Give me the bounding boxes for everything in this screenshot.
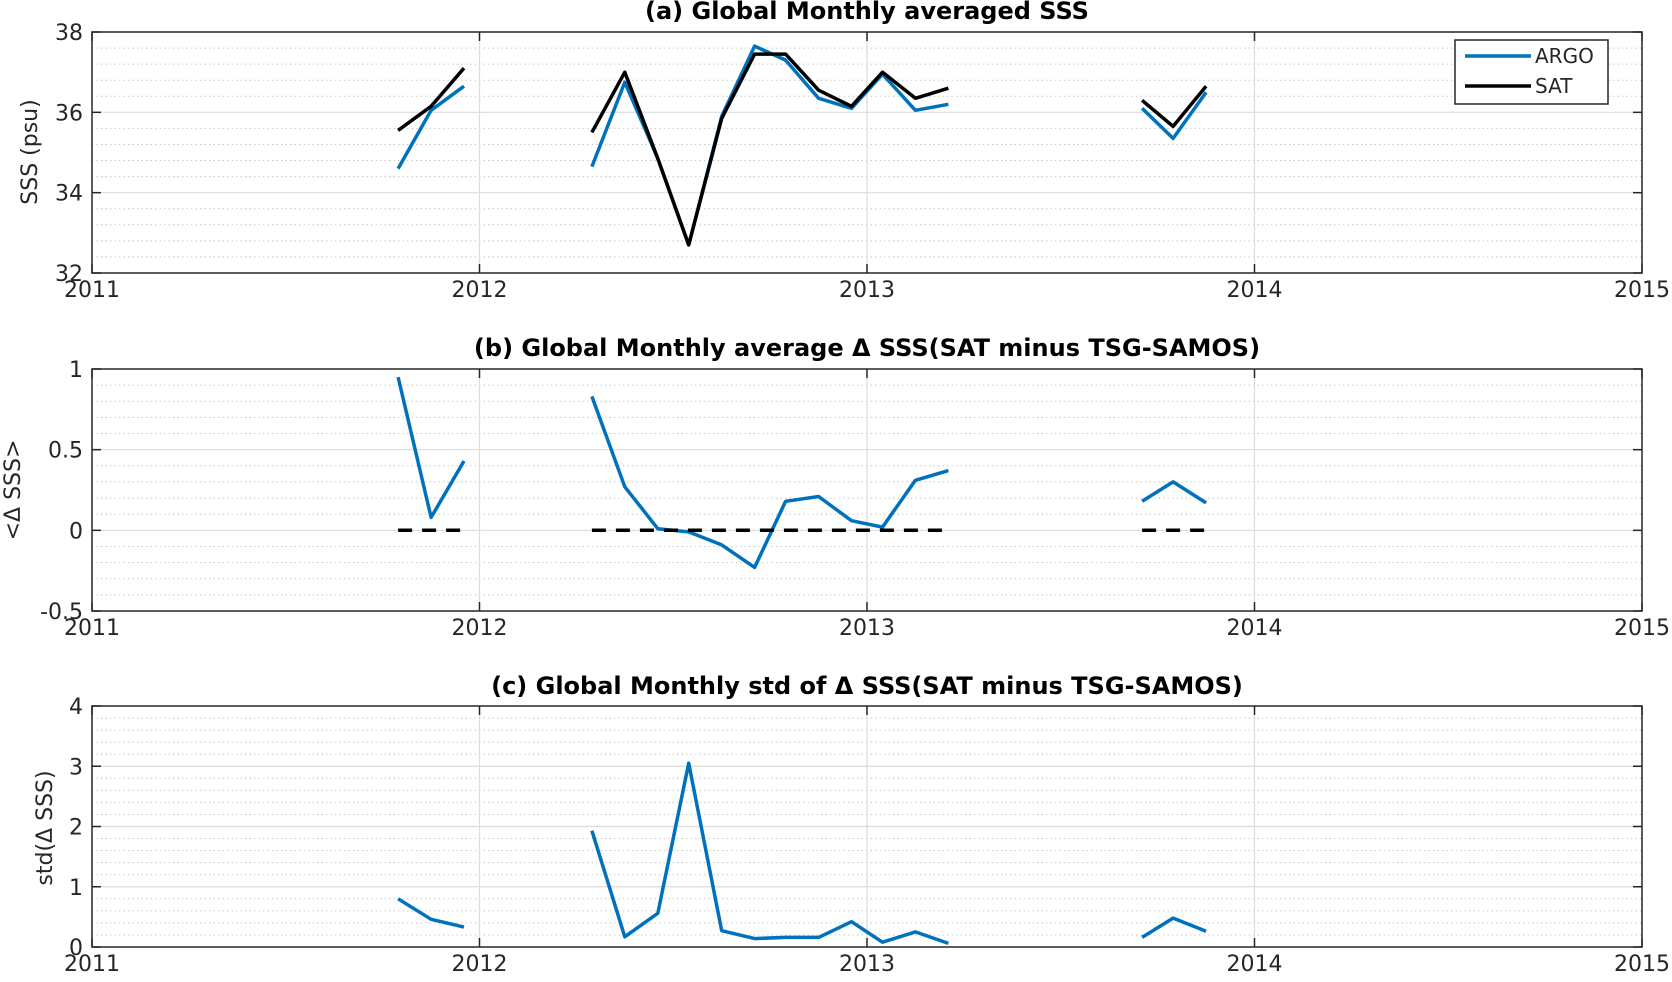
x-tick-label: 2012	[452, 616, 508, 641]
series-line-sat	[397, 66, 466, 132]
x-tick-label: 2015	[1614, 616, 1670, 641]
x-tick-label: 2013	[839, 278, 895, 303]
y-axis-label-a: SSS (psu)	[18, 99, 43, 204]
y-tick-label: 0	[69, 519, 83, 544]
x-tick-label: 2015	[1614, 278, 1670, 303]
legend-box	[1454, 39, 1609, 105]
x-tick-label: 2012	[452, 278, 508, 303]
y-tick-label: 0	[69, 936, 83, 961]
x-tick-label: 2014	[1227, 952, 1283, 977]
x-tick-label: 2014	[1227, 616, 1283, 641]
chart-title-a: (a) Global Monthly averaged SSS	[645, 0, 1089, 25]
chart-panel-c: 2011 2012 2013 2014 2015 0 1 2 3 4 (c) Global Mon…	[33, 672, 1670, 977]
plot-area: 2011 2012 2013 2014 2015 -0.5 0 0.5 1	[40, 358, 1670, 641]
series-line-series-0	[590, 761, 949, 946]
x-tick-label: 2011	[64, 952, 120, 977]
chart-panel-a: 2011 2012 2013 2014 2015 32 34 36 38 (a) Global …	[18, 0, 1670, 303]
legend-label-argo: ARGO	[1535, 44, 1594, 68]
y-tick-label: 36	[55, 101, 83, 126]
y-tick-label: 4	[69, 695, 83, 720]
series-line-sat	[590, 52, 949, 247]
series-line-series-0	[1141, 916, 1207, 939]
y-tick-label: 32	[55, 262, 83, 287]
legend-label-sat: SAT	[1535, 74, 1573, 98]
y-tick-label: 3	[69, 755, 83, 780]
series-line-series-0	[397, 897, 465, 929]
y-tick-label: 2	[69, 816, 83, 841]
x-tick-label: 2015	[1614, 952, 1670, 977]
series-line-series-0	[590, 395, 949, 570]
series-line-argo	[1140, 91, 1208, 141]
x-tick-label: 2014	[1227, 278, 1283, 303]
y-axis-label-b: <Δ SSS>	[1, 440, 26, 541]
y-axis-label-c: std(Δ SSS)	[33, 770, 58, 885]
y-tick-label: 38	[55, 21, 83, 46]
plot-area: 2011 2012 2013 2014 2015 0 1 2 3 4	[64, 695, 1670, 977]
y-tick-label: 1	[69, 358, 83, 383]
series-line-series-0	[1141, 480, 1208, 505]
x-tick-label: 2011	[64, 278, 120, 303]
x-tick-label: 2013	[839, 616, 895, 641]
chart-panel-b: 2011 2012 2013 2014 2015 -0.5 0 0.5 1 (b) Global…	[1, 334, 1670, 641]
series-line-argo	[396, 84, 466, 170]
y-tick-label: -0.5	[40, 600, 83, 625]
series-line-argo	[590, 44, 949, 247]
chart-title-b: (b) Global Monthly average Δ SSS(SAT min…	[474, 334, 1260, 362]
plot-area: 2011 2012 2013 2014 2015 32 34 36 38	[55, 21, 1670, 303]
y-tick-label: 0.5	[48, 439, 83, 464]
x-tick-label: 2013	[839, 952, 895, 977]
chart-title-c: (c) Global Monthly std of Δ SSS(SAT minu…	[491, 672, 1243, 700]
legend-a: ARGO SAT	[1454, 39, 1609, 105]
y-tick-label: 34	[55, 182, 83, 207]
x-tick-label: 2012	[452, 952, 508, 977]
series-line-series-0	[396, 376, 466, 520]
x-tick-label: 2011	[64, 616, 120, 641]
series-line-sat	[1140, 85, 1208, 129]
y-tick-label: 1	[69, 876, 83, 901]
